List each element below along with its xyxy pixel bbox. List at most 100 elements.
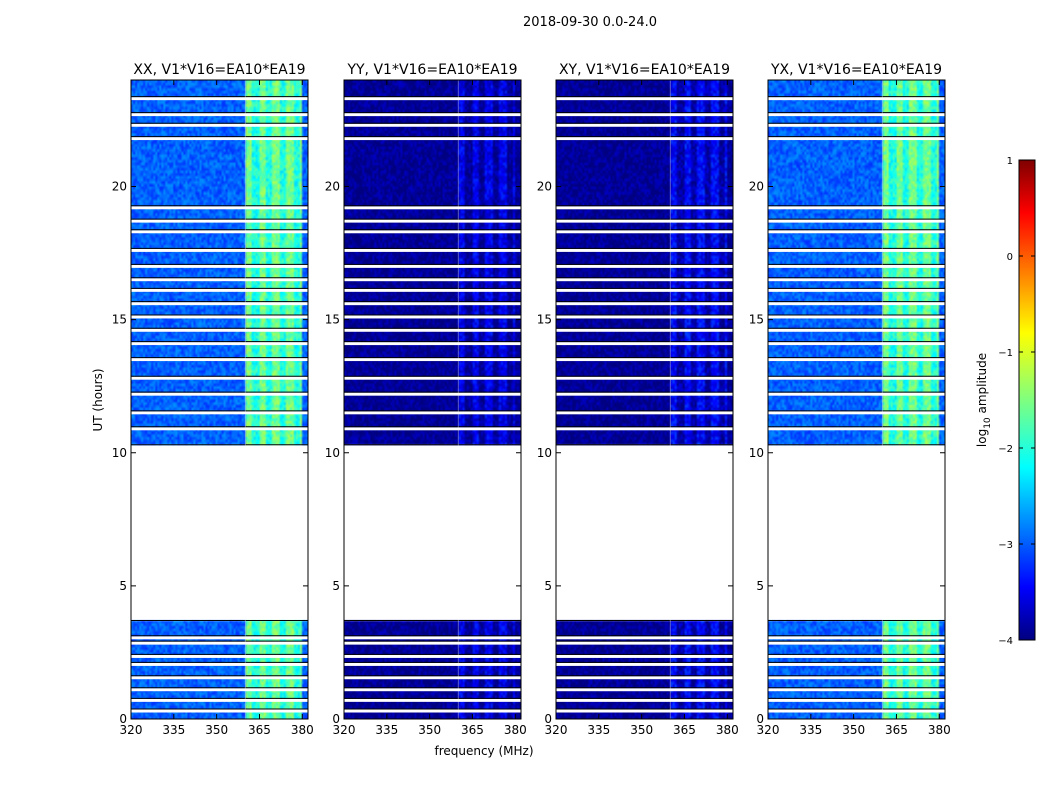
flagged-row — [556, 264, 733, 268]
panel-title: YX, V1*V16=EA10*EA19 — [770, 62, 942, 78]
flagged-row — [344, 662, 521, 666]
flagged-row — [556, 206, 733, 210]
panel-0: XX, V1*V16=EA10*EA19 320 335 350 365 380 0 5 10 1… — [112, 62, 314, 737]
flagged-row — [131, 97, 308, 101]
panel-title: YY, V1*V16=EA10*EA19 — [346, 62, 517, 78]
flagged-row — [768, 137, 945, 141]
flagged-row — [131, 288, 308, 292]
flagged-row — [131, 709, 308, 713]
flagged-row — [768, 123, 945, 127]
flagged-row — [131, 662, 308, 666]
flagged-row — [556, 97, 733, 101]
y-tick-label: 20 — [325, 180, 340, 194]
y-tick-label: 10 — [749, 446, 764, 460]
flagged-row — [556, 113, 733, 117]
flagged-row — [344, 411, 521, 415]
y-tick-label: 10 — [112, 446, 127, 460]
colorbar-tick-label: −3 — [998, 540, 1013, 551]
colorbar-tick-label: −1 — [998, 348, 1013, 359]
x-tick-label: 380 — [928, 723, 951, 737]
flagged-row — [344, 123, 521, 127]
x-tick-label: 335 — [799, 723, 822, 737]
flagged-row — [768, 302, 945, 306]
flagged-row — [131, 248, 308, 252]
flagged-row — [344, 358, 521, 362]
flagged-row — [768, 392, 945, 396]
flagged-row — [556, 654, 733, 658]
flagged-row — [344, 392, 521, 396]
flagged-row — [131, 358, 308, 362]
flagged-row — [768, 206, 945, 210]
flagged-row — [556, 698, 733, 702]
flagged-row — [556, 288, 733, 292]
panel-1: YY, V1*V16=EA10*EA19 320 335 350 365 380 0 5 10 1… — [325, 62, 527, 737]
x-tick-label: 335 — [587, 723, 610, 737]
flagged-row — [131, 676, 308, 680]
x-tick-label: 350 — [630, 723, 653, 737]
y-tick-label: 0 — [756, 712, 764, 726]
flagged-row — [131, 219, 308, 223]
flagged-row — [556, 342, 733, 346]
flagged-row — [556, 137, 733, 141]
flagged-row — [131, 392, 308, 396]
flagged-row — [768, 654, 945, 658]
flagged-row — [344, 302, 521, 306]
flagged-row — [131, 342, 308, 346]
colorbar-ticks: 1 0 −1 −2 −3 −4 — [998, 156, 1035, 647]
flagged-row — [556, 230, 733, 234]
x-tick-label: 320 — [333, 723, 356, 737]
y-tick-label: 20 — [537, 180, 552, 194]
heatmap-image — [768, 80, 945, 719]
x-tick-label: 350 — [205, 723, 228, 737]
x-tick-label: 335 — [162, 723, 185, 737]
flagged-row — [131, 654, 308, 658]
flagged-row — [131, 113, 308, 117]
flagged-row — [556, 219, 733, 223]
flagged-row — [768, 230, 945, 234]
x-tick-label: 320 — [757, 723, 780, 737]
flagged-row — [768, 288, 945, 292]
flagged-row — [768, 328, 945, 332]
flagged-row — [131, 688, 308, 692]
y-tick-label: 5 — [119, 579, 127, 593]
flagged-row — [131, 230, 308, 234]
colorbar-label: log10 amplitude — [975, 353, 993, 447]
flagged-row — [768, 676, 945, 680]
y-tick-label: 0 — [119, 712, 127, 726]
flagged-row — [556, 411, 733, 415]
flagged-row — [768, 427, 945, 431]
panel-2: XY, V1*V16=EA10*EA19 320 335 350 365 380 0 5 10 1… — [537, 62, 739, 737]
panels: XX, V1*V16=EA10*EA19 320 335 350 365 380 0 5 10 1… — [112, 62, 951, 737]
flagged-row — [344, 427, 521, 431]
heatmap-image — [556, 80, 733, 719]
y-tick-label: 15 — [112, 313, 127, 327]
x-tick-label: 350 — [418, 723, 441, 737]
colorbar: 1 0 −1 −2 −3 −4 log10 amplitude — [975, 156, 1036, 647]
flagged-row — [344, 698, 521, 702]
flagged-row — [768, 641, 945, 645]
flagged-row — [131, 641, 308, 645]
flagged-row — [344, 688, 521, 692]
x-tick-label: 365 — [673, 723, 696, 737]
flagged-row — [768, 219, 945, 223]
panel-3: YX, V1*V16=EA10*EA19 320 335 350 365 380 0 5 10 1… — [749, 62, 951, 737]
x-tick-label: 380 — [716, 723, 739, 737]
flagged-row — [131, 264, 308, 268]
flagged-row — [768, 662, 945, 666]
flagged-row — [768, 248, 945, 252]
flagged-row — [768, 376, 945, 380]
x-tick-label: 320 — [545, 723, 568, 737]
x-axis-label: frequency (MHz) — [434, 744, 533, 758]
flagged-row — [344, 278, 521, 282]
flagged-row — [768, 688, 945, 692]
y-tick-label: 10 — [325, 446, 340, 460]
flagged-row — [344, 248, 521, 252]
flagged-row — [344, 219, 521, 223]
flagged-row — [768, 342, 945, 346]
flagged-row — [768, 709, 945, 713]
flagged-row — [131, 636, 308, 640]
flagged-row — [768, 411, 945, 415]
flagged-row — [131, 278, 308, 282]
flagged-row — [768, 264, 945, 268]
heatmap-image — [344, 80, 521, 719]
